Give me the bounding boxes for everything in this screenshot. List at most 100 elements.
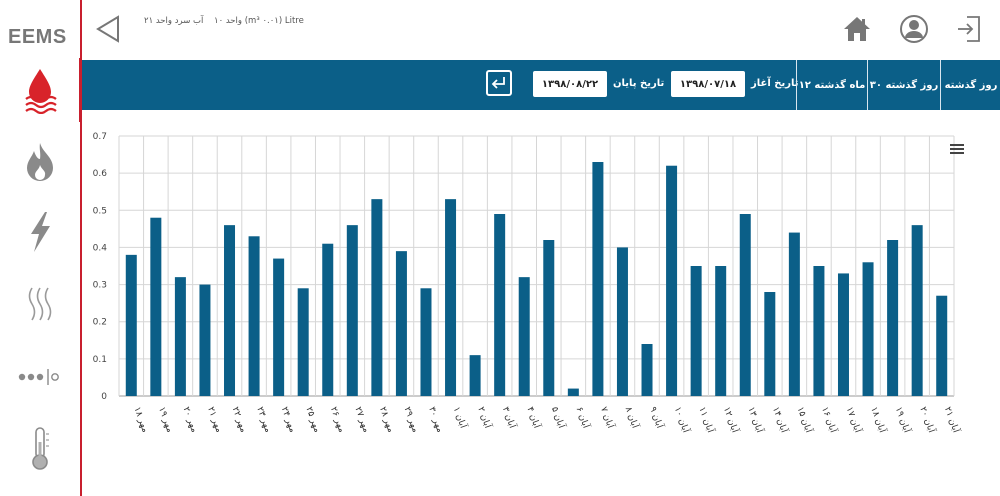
range-12-months-button[interactable]: ۱۲ ماه گذشته (796, 60, 867, 110)
back-button[interactable] (94, 14, 122, 44)
y-tick-label: 0 (101, 392, 107, 402)
bar[interactable] (445, 199, 457, 396)
x-tick-label: ۲۰ آبان (917, 405, 938, 435)
x-tick-label: ۱۷ آبان (844, 405, 865, 435)
x-tick-label: ۱۸ آبان (868, 405, 889, 435)
home-icon (844, 17, 870, 41)
bar[interactable] (911, 225, 923, 396)
bar[interactable] (666, 165, 678, 396)
bar[interactable] (567, 388, 579, 396)
y-tick-label: 0.5 (93, 206, 107, 216)
bar[interactable] (224, 225, 236, 396)
x-tick-label: ۲۷ مهر (352, 406, 371, 434)
sidebar-item-gas[interactable] (0, 130, 80, 194)
sidebar-item-water[interactable] (0, 58, 82, 122)
y-tick-label: 0.7 (93, 132, 107, 142)
sidebar-item-temperature[interactable] (0, 416, 80, 480)
thermometer-icon (32, 427, 49, 470)
x-tick-label: ۳۰ مهر (426, 406, 445, 434)
profile-button[interactable] (897, 12, 931, 46)
start-date-input[interactable] (671, 71, 745, 97)
bar[interactable] (837, 273, 849, 396)
x-tick-label: ۲۵ مهر (303, 406, 322, 434)
bar[interactable] (273, 258, 285, 396)
back-triangle-icon (96, 15, 119, 43)
x-tick-label: ۲۰ مهر (181, 406, 200, 434)
bar[interactable] (371, 199, 383, 396)
bar[interactable] (764, 292, 776, 396)
bar[interactable] (813, 266, 825, 396)
heat-waves-icon (28, 287, 52, 321)
sidebar-item-sensors[interactable] (0, 344, 80, 408)
x-tick-label: ۱۲ آبان (721, 405, 742, 435)
bar[interactable] (150, 217, 162, 396)
top-bar: آب سرد واحد ۲۱ واحد ۱۰ (m³ ۰.۰۱) Litre (82, 0, 1000, 60)
x-tick-label: ۱۹ آبان (893, 405, 914, 435)
water-drop-icon (25, 69, 57, 114)
sensor-dots-icon (18, 369, 59, 385)
bar[interactable] (887, 240, 899, 396)
bar[interactable] (616, 247, 628, 396)
bar[interactable] (862, 262, 874, 396)
bar[interactable] (592, 162, 604, 396)
sidebar-item-heating[interactable] (0, 272, 80, 336)
bar[interactable] (494, 214, 506, 396)
range-day-button[interactable]: روز گذشته (940, 60, 1000, 110)
start-date-label: تاریخ آغاز (751, 78, 799, 89)
bar[interactable] (420, 288, 432, 396)
bar[interactable] (395, 251, 407, 396)
sidebar: EEMS (0, 0, 82, 496)
x-tick-label: ۲۴ مهر (279, 406, 298, 434)
x-tick-label: ۹ آبان (647, 405, 666, 430)
x-tick-label: ۱۱ آبان (696, 405, 717, 435)
bar[interactable] (936, 295, 948, 396)
end-date-input[interactable] (533, 71, 607, 97)
x-tick-label: ۱۵ آبان (795, 405, 816, 435)
y-tick-label: 0.3 (93, 281, 107, 291)
bar[interactable] (739, 214, 751, 396)
bar[interactable] (641, 344, 653, 396)
bar[interactable] (788, 232, 800, 396)
bar[interactable] (346, 225, 358, 396)
x-tick-label: ۱۴ آبان (770, 405, 791, 435)
x-tick-label: ۸ آبان (623, 405, 642, 430)
bar[interactable] (199, 284, 211, 396)
y-tick-label: 0.6 (93, 169, 108, 179)
logout-icon (958, 16, 980, 42)
x-tick-label: ۳ آبان (500, 405, 519, 430)
bar[interactable] (174, 277, 186, 396)
x-tick-label: ۲ آبان (475, 405, 494, 430)
x-tick-label: ۵ آبان (549, 405, 568, 430)
x-tick-label: ۲۸ مهر (377, 406, 396, 434)
y-tick-label: 0.2 (93, 318, 107, 328)
x-tick-label: ۲۶ مهر (328, 406, 347, 434)
unit-info: واحد ۱۰ (m³ ۰.۰۱) Litre (214, 16, 304, 26)
user-icon (900, 15, 928, 43)
bar[interactable] (518, 277, 530, 396)
x-tick-label: ۴ آبان (524, 405, 543, 430)
bar[interactable] (690, 266, 702, 396)
bar[interactable] (715, 266, 727, 396)
bar[interactable] (543, 240, 555, 396)
bar[interactable] (248, 236, 260, 396)
range-30-days-button[interactable]: ۳۰ روز گذشته (867, 60, 940, 110)
y-tick-label: 0.1 (93, 355, 107, 365)
x-tick-label: ۱۳ آبان (745, 405, 766, 435)
app-logo: EEMS (8, 26, 67, 48)
lightning-icon (31, 212, 50, 252)
home-button[interactable] (840, 12, 874, 46)
x-tick-label: ۲۹ مهر (402, 406, 421, 434)
end-date-label: تاریخ پایان (613, 78, 665, 89)
logout-button[interactable] (952, 12, 986, 46)
bar[interactable] (322, 243, 334, 396)
meter-name: آب سرد واحد ۲۱ (144, 16, 204, 26)
chart-menu-button[interactable] (950, 140, 964, 154)
bar[interactable] (125, 254, 137, 396)
chart-menu-icon (950, 144, 964, 154)
bar[interactable] (297, 288, 309, 396)
submit-dates-button[interactable] (486, 70, 512, 96)
sidebar-item-electricity[interactable] (0, 200, 80, 264)
bar[interactable] (469, 355, 481, 396)
flame-icon (27, 143, 53, 181)
sidebar-divider (80, 0, 82, 496)
